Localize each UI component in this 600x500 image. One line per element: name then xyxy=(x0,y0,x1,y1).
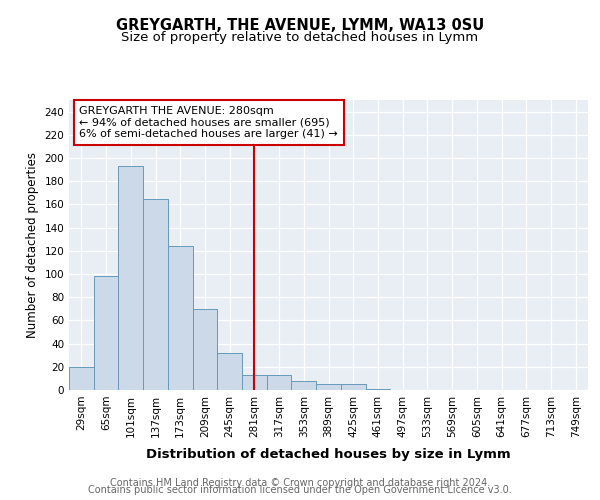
Bar xyxy=(341,384,365,390)
Bar xyxy=(217,353,242,390)
Text: Contains HM Land Registry data © Crown copyright and database right 2024.: Contains HM Land Registry data © Crown c… xyxy=(110,478,490,488)
Bar xyxy=(94,276,118,390)
Bar xyxy=(118,166,143,390)
Bar xyxy=(316,384,341,390)
Bar xyxy=(143,198,168,390)
X-axis label: Distribution of detached houses by size in Lymm: Distribution of detached houses by size … xyxy=(146,448,511,461)
Text: Size of property relative to detached houses in Lymm: Size of property relative to detached ho… xyxy=(121,31,479,44)
Bar xyxy=(292,380,316,390)
Bar xyxy=(69,367,94,390)
Bar xyxy=(365,389,390,390)
Text: GREYGARTH, THE AVENUE, LYMM, WA13 0SU: GREYGARTH, THE AVENUE, LYMM, WA13 0SU xyxy=(116,18,484,32)
Bar xyxy=(267,375,292,390)
Y-axis label: Number of detached properties: Number of detached properties xyxy=(26,152,39,338)
Bar xyxy=(193,309,217,390)
Text: GREYGARTH THE AVENUE: 280sqm
← 94% of detached houses are smaller (695)
6% of se: GREYGARTH THE AVENUE: 280sqm ← 94% of de… xyxy=(79,106,338,139)
Text: Contains public sector information licensed under the Open Government Licence v3: Contains public sector information licen… xyxy=(88,485,512,495)
Bar xyxy=(168,246,193,390)
Bar xyxy=(242,375,267,390)
